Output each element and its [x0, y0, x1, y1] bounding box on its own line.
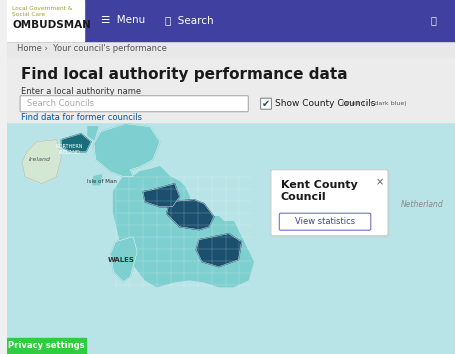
- Bar: [7, 0, 455, 41]
- Text: NORTHERN
IRELAND: NORTHERN IRELAND: [56, 144, 83, 155]
- FancyBboxPatch shape: [20, 96, 248, 112]
- Text: Find local authority performance data: Find local authority performance data: [21, 67, 348, 82]
- Text: Ireland: Ireland: [29, 157, 51, 162]
- Polygon shape: [93, 175, 102, 185]
- FancyBboxPatch shape: [279, 213, 371, 230]
- Text: Search Councils: Search Councils: [27, 99, 94, 108]
- Bar: [7, 41, 455, 57]
- Bar: [7, 122, 455, 354]
- Polygon shape: [114, 167, 253, 287]
- Text: Isle of Man: Isle of Man: [87, 179, 117, 184]
- Text: WALES: WALES: [108, 257, 135, 263]
- Text: ⌕  Search: ⌕ Search: [165, 15, 213, 25]
- Text: Enter a local authority name: Enter a local authority name: [21, 87, 141, 96]
- Text: ✔: ✔: [262, 99, 270, 109]
- Text: Privacy settings: Privacy settings: [8, 342, 85, 350]
- Text: View statistics: View statistics: [295, 217, 355, 226]
- Text: Show County Councils: Show County Councils: [275, 99, 375, 108]
- Polygon shape: [61, 134, 91, 152]
- Text: ×: ×: [376, 178, 384, 188]
- Text: Kent County
Council: Kent County Council: [281, 180, 358, 202]
- Text: Local Government &
Social Care: Local Government & Social Care: [12, 6, 73, 17]
- Polygon shape: [196, 234, 242, 267]
- Polygon shape: [167, 200, 214, 230]
- Bar: [7, 57, 455, 122]
- Text: ⎙: ⎙: [430, 15, 436, 25]
- Text: Find data for former councils: Find data for former councils: [21, 113, 142, 122]
- Polygon shape: [22, 140, 61, 184]
- Text: ☰  Menu: ☰ Menu: [101, 15, 145, 25]
- Text: Netherland: Netherland: [401, 200, 444, 209]
- Text: Home ›  Your council's performance: Home › Your council's performance: [17, 44, 167, 53]
- Bar: [7, 338, 86, 354]
- FancyBboxPatch shape: [271, 170, 388, 236]
- Polygon shape: [88, 127, 98, 140]
- Polygon shape: [94, 124, 160, 177]
- Bar: [7, 0, 84, 41]
- Text: (shown in dark blue): (shown in dark blue): [342, 101, 406, 106]
- FancyBboxPatch shape: [261, 98, 272, 109]
- Polygon shape: [143, 184, 179, 207]
- Polygon shape: [111, 237, 137, 282]
- Text: OMBUDSMAN: OMBUDSMAN: [12, 20, 91, 30]
- FancyBboxPatch shape: [273, 172, 390, 238]
